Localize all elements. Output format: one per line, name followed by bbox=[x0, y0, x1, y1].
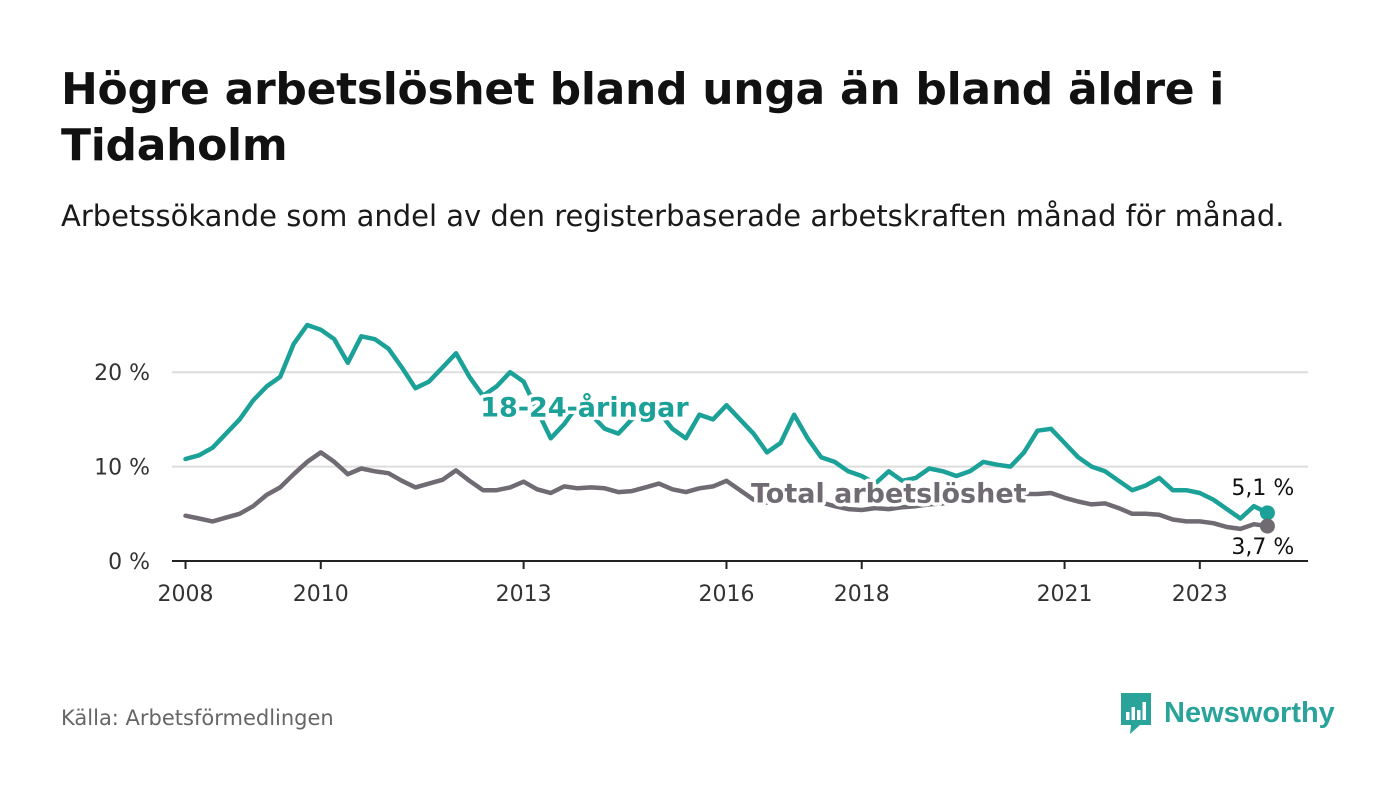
series-line-total bbox=[183, 450, 1270, 532]
series-line-youth bbox=[183, 322, 1270, 521]
series-end-point bbox=[1259, 518, 1275, 534]
x-tick-label: 2023 bbox=[1172, 582, 1228, 607]
x-tick-label: 2013 bbox=[496, 582, 552, 607]
x-tick-label: 2008 bbox=[158, 582, 214, 607]
y-tick-label: 10 % bbox=[94, 456, 150, 481]
series-annotation: 18-24-åringar bbox=[480, 392, 689, 424]
series-labels: 18-24-åringar Total arbetslöshet 5,1 % 3,7 … bbox=[477, 388, 1297, 563]
series-end-label: 5,1 % bbox=[1231, 476, 1294, 501]
source-note: Källa: Arbetsförmedlingen bbox=[61, 706, 334, 730]
x-tick-label: 2010 bbox=[293, 582, 349, 607]
x-axis: 2008 2010 2013 2016 2018 2021 2023 bbox=[158, 560, 1308, 607]
x-tick-label: 2018 bbox=[834, 582, 890, 607]
series-end-point bbox=[1259, 505, 1275, 521]
x-tick-label: 2016 bbox=[698, 582, 754, 607]
y-tick-label: 20 % bbox=[94, 361, 150, 386]
chart-subtitle: Arbetssökande som andel av den registerb… bbox=[61, 199, 1285, 233]
chart-title: Högre arbetslöshet bland unga än bland ä… bbox=[61, 64, 1225, 171]
series-end-label: 3,7 % bbox=[1231, 535, 1294, 560]
y-tick-labels: 0 % 10 % 20 % bbox=[94, 361, 150, 575]
x-tick-label: 2021 bbox=[1037, 582, 1093, 607]
series-lines bbox=[183, 322, 1270, 532]
y-tick-label: 0 % bbox=[108, 550, 150, 575]
brand-logo: Newsworthy bbox=[1118, 690, 1335, 736]
brand-name: Newsworthy bbox=[1164, 696, 1335, 729]
newsworthy-logo-icon bbox=[1121, 693, 1151, 734]
series-annotation: Total arbetslöshet bbox=[751, 478, 1027, 509]
